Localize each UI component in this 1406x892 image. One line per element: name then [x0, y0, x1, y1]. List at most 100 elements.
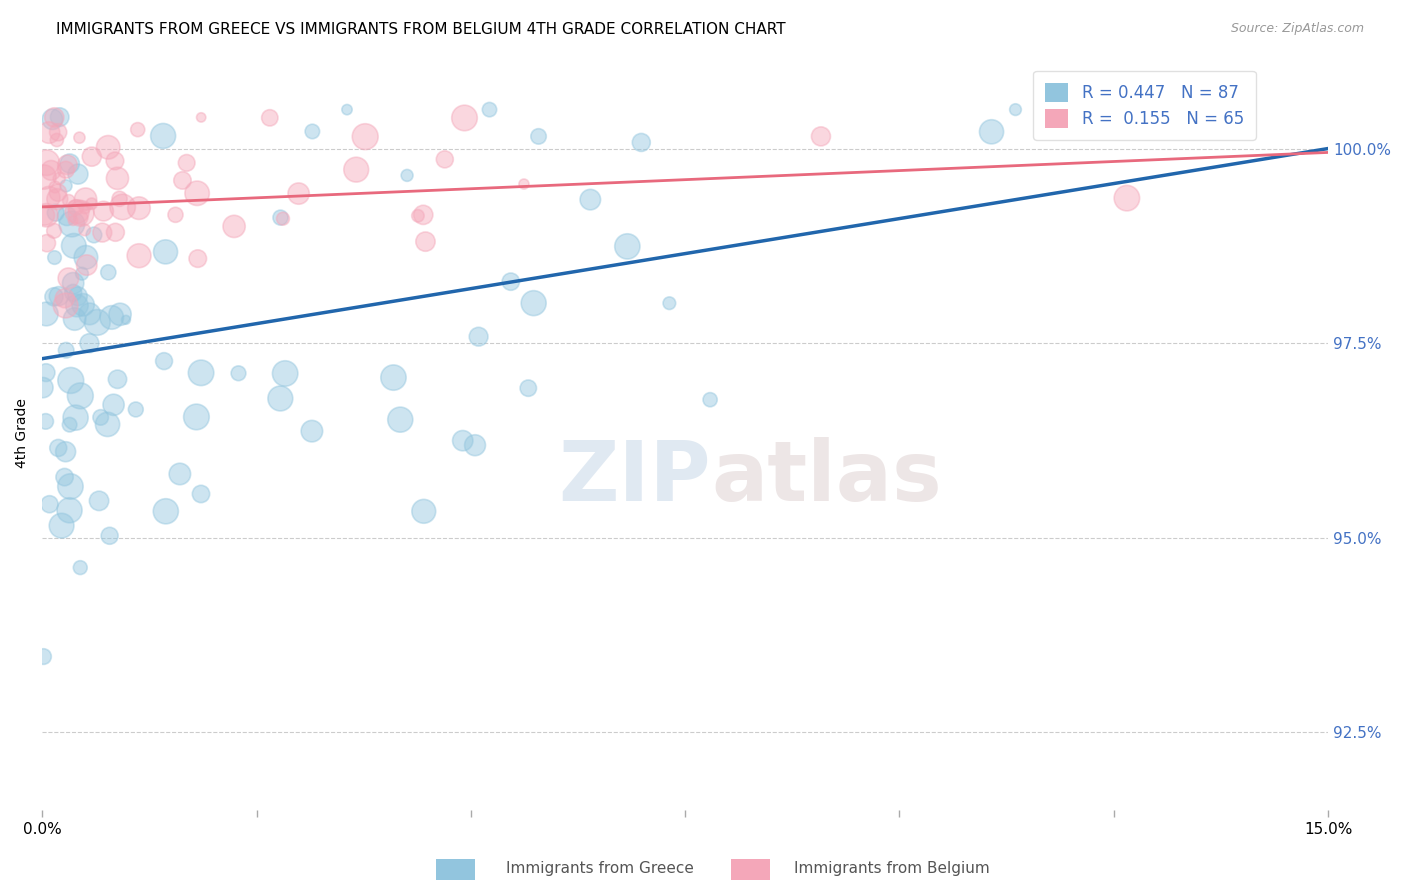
Point	[336, 103, 359, 117]
Point	[55, 178, 77, 193]
Point	[980, 125, 1002, 139]
Point	[616, 239, 638, 253]
Point	[155, 504, 177, 518]
Point	[65, 410, 87, 425]
Point	[810, 129, 832, 144]
Point	[172, 173, 194, 187]
Point	[45, 133, 67, 147]
Point	[451, 434, 474, 448]
Point	[107, 372, 129, 386]
Point	[46, 441, 69, 455]
Point	[70, 267, 93, 281]
Point	[453, 111, 475, 125]
Point	[59, 373, 82, 387]
Point	[165, 208, 187, 222]
Point	[55, 444, 77, 458]
Point	[187, 252, 209, 266]
Point	[190, 366, 212, 380]
Point	[73, 201, 96, 215]
Point	[35, 155, 58, 169]
Point	[83, 227, 105, 242]
Point	[48, 171, 70, 186]
Point	[55, 299, 77, 313]
Point	[58, 194, 80, 208]
Point	[58, 271, 80, 285]
Point	[382, 370, 405, 384]
Point	[34, 209, 56, 223]
Point	[301, 124, 323, 138]
Text: IMMIGRANTS FROM GREECE VS IMMIGRANTS FROM BELGIUM 4TH GRADE CORRELATION CHART: IMMIGRANTS FROM GREECE VS IMMIGRANTS FRO…	[56, 22, 786, 37]
Point	[271, 211, 294, 226]
Point	[186, 186, 208, 201]
Point	[35, 366, 58, 380]
Text: Immigrants from Belgium: Immigrants from Belgium	[794, 861, 990, 876]
Point	[104, 225, 127, 239]
Point	[35, 236, 58, 251]
Point	[45, 205, 67, 219]
Point	[354, 129, 377, 144]
Point	[433, 153, 456, 167]
Text: Source: ZipAtlas.com: Source: ZipAtlas.com	[1230, 22, 1364, 36]
Point	[32, 169, 55, 184]
Point	[128, 249, 150, 263]
Point	[412, 208, 434, 222]
Point	[48, 289, 70, 303]
Point	[630, 136, 652, 150]
Point	[46, 125, 69, 139]
Point	[80, 196, 103, 211]
Text: ZIP: ZIP	[558, 437, 711, 518]
Point	[1115, 191, 1137, 205]
Point	[467, 329, 489, 343]
Point	[60, 217, 83, 231]
Point	[412, 504, 434, 518]
Point	[658, 296, 681, 310]
Point	[152, 128, 174, 143]
Point	[93, 204, 115, 219]
Point	[56, 158, 79, 172]
Point	[269, 392, 291, 406]
Point	[87, 494, 110, 508]
Point	[344, 162, 367, 177]
Point	[55, 343, 77, 358]
Point	[98, 529, 121, 543]
Point	[75, 250, 97, 264]
Point	[96, 417, 118, 432]
Point	[44, 180, 66, 194]
Point	[46, 192, 69, 206]
Point	[53, 470, 76, 484]
Point	[66, 289, 89, 303]
Point	[169, 467, 191, 481]
Point	[65, 201, 87, 215]
Point	[269, 211, 291, 225]
Point	[44, 251, 66, 265]
Point	[127, 122, 149, 136]
Point	[107, 171, 129, 186]
Point	[115, 313, 138, 327]
Point	[153, 354, 176, 368]
Point	[155, 244, 177, 259]
Point	[46, 186, 69, 200]
Point	[176, 156, 198, 170]
Point	[90, 410, 112, 425]
Point	[62, 277, 84, 291]
Point	[35, 307, 58, 321]
Point	[38, 190, 60, 204]
Point	[478, 103, 501, 117]
Point	[51, 518, 73, 533]
Point	[53, 291, 76, 305]
Point	[406, 209, 429, 223]
Point	[186, 409, 208, 424]
Point	[41, 112, 63, 127]
Point	[699, 392, 721, 407]
Point	[517, 381, 540, 395]
Point	[86, 315, 108, 329]
Point	[42, 224, 65, 238]
Point	[523, 296, 546, 310]
Point	[128, 201, 150, 215]
Point	[97, 265, 120, 279]
Point	[301, 424, 323, 438]
Point	[66, 299, 89, 313]
Point	[58, 503, 80, 517]
Point	[97, 140, 120, 154]
Point	[48, 110, 70, 124]
